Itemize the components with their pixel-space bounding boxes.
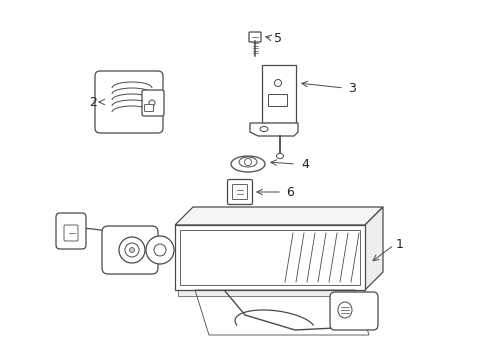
- Ellipse shape: [260, 126, 268, 131]
- FancyBboxPatch shape: [227, 180, 252, 204]
- Circle shape: [146, 236, 174, 264]
- FancyBboxPatch shape: [95, 71, 163, 133]
- Text: 3: 3: [348, 81, 356, 95]
- Ellipse shape: [338, 302, 352, 318]
- Polygon shape: [150, 240, 170, 260]
- Text: 6: 6: [286, 185, 294, 198]
- Circle shape: [154, 244, 166, 256]
- Circle shape: [245, 158, 251, 166]
- FancyBboxPatch shape: [249, 32, 261, 42]
- Bar: [178, 290, 364, 296]
- Circle shape: [129, 248, 134, 252]
- Text: 4: 4: [301, 158, 309, 171]
- Circle shape: [119, 237, 145, 263]
- Bar: [175, 225, 365, 290]
- Ellipse shape: [239, 157, 257, 167]
- Polygon shape: [175, 207, 383, 225]
- Polygon shape: [250, 123, 298, 136]
- Ellipse shape: [231, 156, 265, 172]
- Text: 1: 1: [396, 239, 404, 252]
- FancyBboxPatch shape: [232, 185, 247, 199]
- Circle shape: [274, 80, 281, 86]
- FancyBboxPatch shape: [330, 292, 378, 330]
- Bar: [180, 230, 360, 285]
- FancyBboxPatch shape: [142, 90, 164, 116]
- Circle shape: [149, 100, 155, 106]
- Text: 5: 5: [274, 32, 282, 45]
- Bar: [262, 65, 296, 123]
- Text: 2: 2: [89, 95, 97, 108]
- FancyBboxPatch shape: [145, 104, 153, 112]
- FancyBboxPatch shape: [269, 95, 288, 107]
- FancyBboxPatch shape: [102, 226, 158, 274]
- Polygon shape: [365, 207, 383, 290]
- Ellipse shape: [276, 153, 284, 158]
- FancyBboxPatch shape: [64, 225, 78, 241]
- Circle shape: [125, 243, 139, 257]
- FancyBboxPatch shape: [56, 213, 86, 249]
